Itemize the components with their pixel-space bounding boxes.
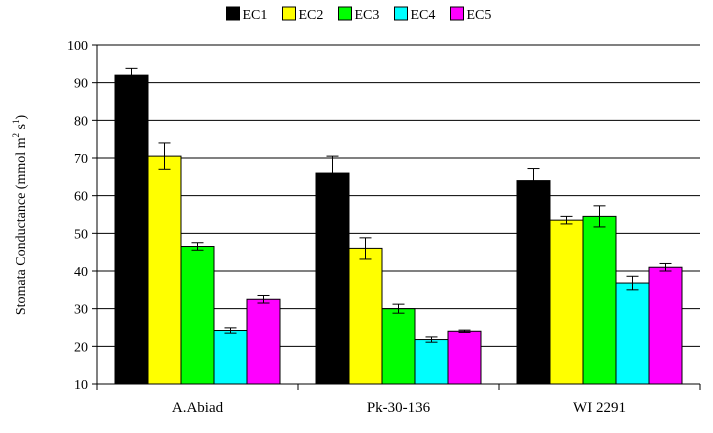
legend-swatch-ec3 [338, 6, 352, 21]
bar-ec2-1 [348, 247, 383, 385]
y-tick-label: 80 [74, 114, 88, 129]
y-tick-label: 40 [74, 265, 88, 280]
bar-ec2-2 [549, 219, 584, 385]
legend-label-ec3: EC3 [355, 8, 380, 23]
legend-swatch-ec1 [226, 6, 240, 21]
y-tick-label: 100 [67, 39, 88, 54]
legend-swatch-ec5 [450, 6, 464, 21]
bar-ec3-2 [582, 215, 617, 385]
bar-ec4-0 [213, 330, 248, 385]
legend-label-ec5: EC5 [467, 8, 492, 23]
y-tick-label: 10 [74, 378, 88, 393]
legend-label-ec2: EC2 [299, 8, 324, 23]
bar-ec1-0 [114, 74, 149, 385]
y-tick-label: 90 [74, 77, 88, 92]
bar-ec1-1 [315, 172, 350, 385]
axes: 10 20 30 40 50 60 70 80 90 100 A.Abiad Pk-30-136 WI … [67, 39, 701, 416]
bar-ec5-0 [246, 298, 281, 385]
bar-ec3-1 [381, 308, 416, 385]
bar-ec5-1 [447, 330, 482, 385]
y-tick-label: 30 [74, 303, 88, 318]
y-tick-label: 60 [74, 190, 88, 205]
y-tick-label: 50 [74, 227, 88, 242]
legend-label-ec1: EC1 [243, 8, 268, 23]
legend-swatch-ec2 [282, 6, 296, 21]
bar-ec4-2 [615, 282, 650, 385]
bar-ec4-1 [414, 339, 449, 385]
x-category-label: WI 2291 [573, 400, 626, 416]
y-tick-label: 70 [74, 152, 88, 167]
bar-ec2-0 [147, 155, 182, 385]
error-bars [125, 67, 672, 343]
bars [114, 74, 683, 385]
legend-swatch-ec4 [394, 6, 408, 21]
x-category-label: A.Abiad [172, 400, 224, 416]
legend-label-ec4: EC4 [411, 8, 436, 23]
bar-ec3-0 [180, 246, 215, 385]
bar-ec1-2 [516, 180, 551, 385]
y-tick-label: 20 [74, 340, 88, 355]
bar-ec5-2 [648, 266, 683, 385]
y-axis-label: Stomata Conductance (mmol m2 s1) [11, 115, 29, 316]
x-category-label: Pk-30-136 [367, 400, 431, 416]
legend: EC1 EC2 EC3 EC4 EC5 [226, 6, 492, 23]
